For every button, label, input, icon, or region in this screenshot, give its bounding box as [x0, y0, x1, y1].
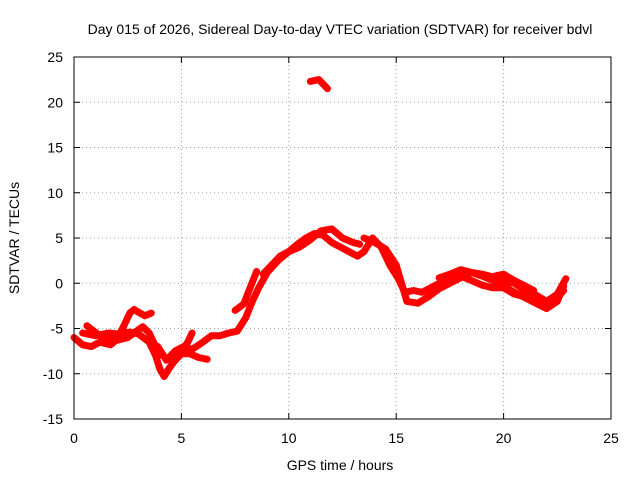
y-tick-label: 25 — [47, 49, 63, 65]
series-line-pass-9 — [306, 76, 331, 93]
x-axis-label: GPS time / hours — [287, 457, 394, 473]
y-tick-label: 10 — [47, 185, 63, 201]
axis-ticks: 0 5 10 15 20 25 -15 -10 -5 0 5 10 15 20 25 — [43, 49, 619, 446]
series-line-pass-4 — [154, 225, 364, 364]
y-tick-label: -5 — [51, 321, 64, 337]
x-tick-label: 10 — [281, 430, 297, 446]
series-line-pass-5 — [169, 350, 211, 367]
series-line-pass-8 — [360, 234, 570, 307]
series-line-pass-10 — [435, 266, 568, 313]
chart-title: Day 015 of 2026, Sidereal Day-to-day VTE… — [88, 21, 593, 37]
x-tick-label: 20 — [496, 430, 512, 446]
y-tick-label: -10 — [43, 366, 63, 382]
y-tick-label: 20 — [47, 94, 63, 110]
series-line-pass-6 — [231, 268, 261, 314]
x-tick-label: 25 — [603, 430, 619, 446]
x-tick-label: 0 — [70, 430, 78, 446]
y-tick-label: 5 — [55, 230, 63, 246]
series-group — [70, 76, 570, 380]
series-line-pass-11 — [491, 270, 538, 294]
y-tick-label: 15 — [47, 140, 63, 156]
series-line-pass-3 — [83, 322, 166, 360]
y-axis-label: SDTVAR / TECUs — [6, 182, 22, 294]
y-tick-label: -15 — [43, 411, 63, 427]
y-tick-label: 0 — [55, 275, 63, 291]
x-tick-label: 5 — [178, 430, 186, 446]
x-tick-label: 15 — [388, 430, 404, 446]
